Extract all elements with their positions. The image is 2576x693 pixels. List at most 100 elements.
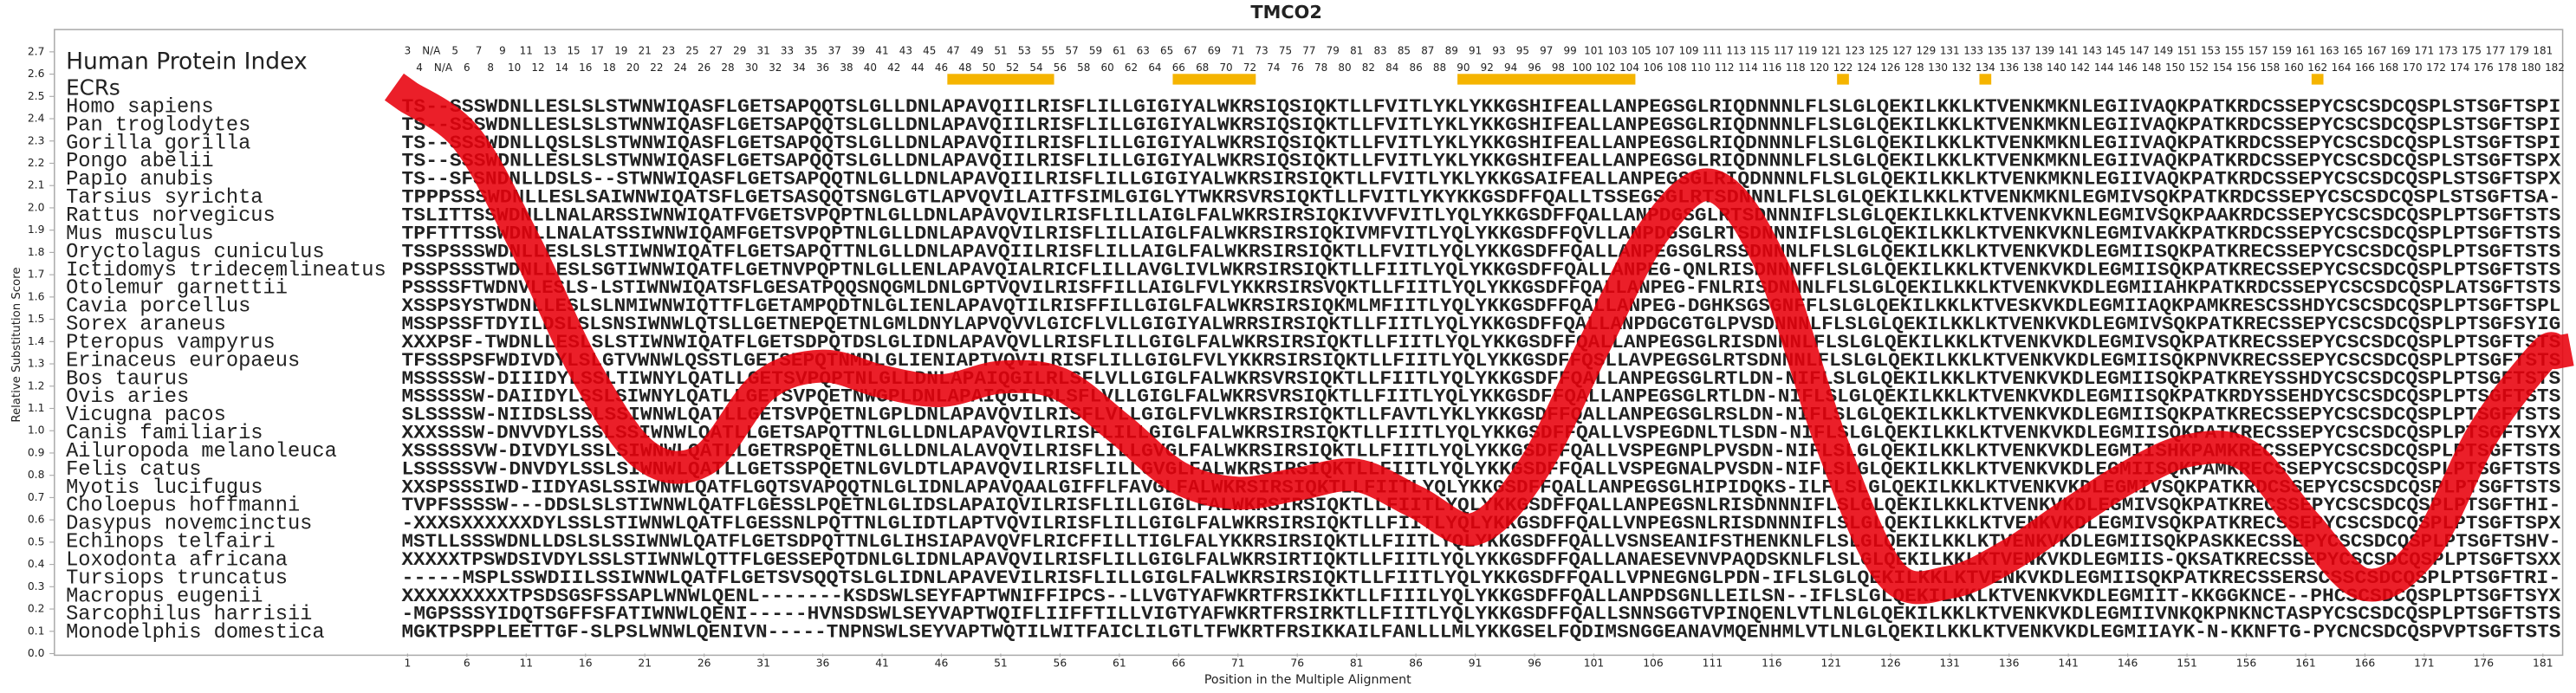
index-label: 30	[745, 62, 758, 74]
y-tick-label: 0.4	[28, 558, 45, 570]
index-label: 84	[1385, 62, 1398, 74]
x-tick-label: 76	[1290, 657, 1304, 669]
index-label: 132	[1952, 62, 1972, 74]
y-tick-label: 1.0	[28, 424, 45, 437]
index-label: 139	[2034, 44, 2054, 56]
index-label: 85	[1398, 44, 1411, 56]
index-label: 169	[2391, 44, 2411, 56]
x-tick-label: 166	[2355, 657, 2376, 669]
index-label: 126	[1880, 62, 1900, 74]
x-tick-label: 61	[1113, 657, 1126, 669]
index-label: 3	[405, 44, 412, 56]
index-label: 33	[781, 44, 794, 56]
index-label: 118	[1786, 62, 1806, 74]
index-label: 11	[520, 44, 533, 56]
index-label: 47	[947, 44, 960, 56]
index-label: 129	[1916, 44, 1936, 56]
index-label: 56	[1054, 62, 1067, 74]
x-tick-label: 136	[1999, 657, 2020, 669]
y-tick-label: 2.3	[28, 134, 45, 146]
y-tick-label: 2.7	[28, 45, 45, 57]
index-label: 171	[2414, 44, 2434, 56]
index-label: 51	[994, 44, 1007, 56]
species-name: Bos taurus	[66, 367, 189, 391]
species-name: Oryctolagus cuniculus	[66, 241, 325, 264]
index-label: 144	[2094, 62, 2114, 74]
index-label: 5	[451, 44, 458, 56]
x-tick-label: 71	[1231, 657, 1245, 669]
index-label: 69	[1208, 44, 1221, 56]
sequence: XXXXXXXXXTPSDSGSFSSAPLWNWLQENL-------KSD…	[402, 586, 2562, 607]
index-label: 101	[1584, 44, 1604, 56]
index-label: 158	[2261, 62, 2281, 74]
index-label: 16	[579, 62, 592, 74]
index-label: 164	[2332, 62, 2352, 74]
index-label: 131	[1940, 44, 1960, 56]
x-tick-label: 161	[2295, 657, 2316, 669]
index-label: 155	[2224, 44, 2244, 56]
index-label: 148	[2142, 62, 2162, 74]
sequence: TS--SSSWDNLLESLSLSTWNWIQASFLGETSAPQQTSLG…	[402, 114, 2561, 136]
index-label: 105	[1632, 44, 1651, 56]
sequence: PSSSSFTWDNVLESLS-LSTIWNWIQATSFLGESATPQQS…	[402, 277, 2561, 299]
index-label: 13	[543, 44, 556, 56]
x-tick-label: 106	[1643, 657, 1664, 669]
y-tick-label: 0.7	[28, 491, 45, 503]
species-name: Erinaceus europaeus	[66, 349, 300, 372]
index-label: 68	[1196, 62, 1209, 74]
index-label: 8	[487, 62, 494, 74]
ecr-bar	[1172, 74, 1256, 85]
index-label: 42	[887, 62, 900, 74]
index-label: 121	[1821, 44, 1841, 56]
species-name: Macropus eugenii	[66, 585, 263, 608]
index-label: 25	[685, 44, 698, 56]
index-label: 38	[840, 62, 853, 74]
index-label: 173	[2438, 44, 2458, 56]
x-tick-label: 86	[1409, 657, 1423, 669]
index-label: 125	[1869, 44, 1889, 56]
index-label: 106	[1644, 62, 1664, 74]
index-label: 78	[1314, 62, 1327, 74]
y-tick-label: 0.5	[28, 535, 45, 547]
species-name: Ictidomys tridecemlineatus	[66, 259, 386, 282]
species-name: Ailuropoda melanoleuca	[66, 440, 337, 463]
index-label: 83	[1373, 44, 1386, 56]
species-name: Papio anubis	[66, 168, 214, 191]
index-label: 65	[1160, 44, 1173, 56]
index-label: 149	[2153, 44, 2173, 56]
ecr-bar	[2311, 74, 2324, 85]
species-name: Mus musculus	[66, 223, 214, 246]
ecr-bar	[947, 74, 1054, 85]
species-name: Rattus norvegicus	[66, 204, 276, 228]
index-label: 64	[1148, 62, 1161, 74]
y-tick-label: 1.6	[28, 290, 45, 302]
index-label: 76	[1291, 62, 1304, 74]
x-tick-label: 41	[875, 657, 889, 669]
index-label: 53	[1018, 44, 1031, 56]
index-label: 127	[1892, 44, 1912, 56]
index-label: 104	[1619, 62, 1639, 74]
x-tick-label: 56	[1054, 657, 1067, 669]
index-label: 89	[1445, 44, 1458, 56]
index-label: 66	[1172, 62, 1185, 74]
index-label: 150	[2165, 62, 2185, 74]
index-label: 96	[1528, 62, 1541, 74]
index-label: 74	[1267, 62, 1280, 74]
species-name: Ovis aries	[66, 385, 189, 409]
index-label: 124	[1857, 62, 1877, 74]
sequence: TS--SFSNDNLLDSLS--STWNWIQASFLGETSAPQQTNL…	[402, 169, 2562, 191]
sequence: TS--SSSWDNLLESLSLSTWNWIQASFLGETSAPQQTSLG…	[402, 151, 2562, 172]
species-name: Myotis lucifugus	[66, 476, 263, 500]
index-label: 63	[1137, 44, 1150, 56]
index-label: 10	[508, 62, 521, 74]
index-label: 19	[614, 44, 627, 56]
species-name: Sorex araneus	[66, 314, 226, 337]
x-axis-label: Position in the Multiple Alignment	[1204, 673, 1411, 687]
index-label: 152	[2189, 62, 2209, 74]
index-label: 166	[2355, 62, 2375, 74]
index-label: 82	[1362, 62, 1375, 74]
index-label: 75	[1279, 44, 1292, 56]
species-name: Felis catus	[66, 458, 201, 482]
index-label: 160	[2284, 62, 2304, 74]
